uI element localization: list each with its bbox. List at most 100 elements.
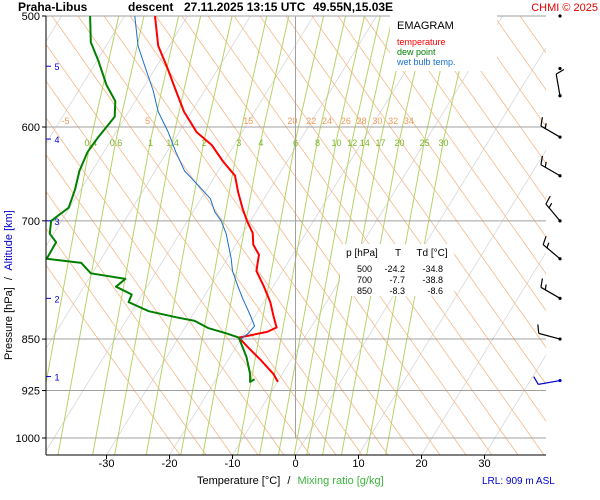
x-tick-label: 10 — [352, 458, 364, 470]
isotherm-line — [46, 16, 125, 145]
dry-adiabat-line — [46, 190, 233, 455]
mixing-ratio-line — [260, 16, 290, 141]
dry-adiabat-label: 15 — [243, 116, 253, 126]
temperature-axis-title: Temperature [°C] — [197, 475, 280, 487]
profile-series — [46, 16, 279, 383]
lrl-label: LRL: 909 m ASL — [482, 476, 555, 487]
wind-barb-feather — [537, 324, 540, 334]
wind-barb-staff — [538, 379, 561, 385]
x-axis-title: Temperature [°C] / Mixing ratio [g/kg] — [197, 475, 384, 487]
altitude-tick-label: 1 — [54, 373, 59, 383]
summary-table: p [hPa] T Td [°C] 500 -24.2 -34.8 700 -7.7 -38.8… — [340, 244, 454, 296]
isotherm-line — [295, 46, 546, 455]
table-header: p [hPa] — [346, 248, 378, 259]
mixing-ratio-label: 1 — [148, 138, 153, 148]
isotherm-line — [548, 16, 600, 455]
mixing-ratio-label: 12 — [347, 138, 357, 148]
x-tick-label: -30 — [99, 458, 115, 470]
dry-adiabat-label: -5 — [62, 116, 70, 126]
table-cell: -7.7 — [389, 275, 405, 285]
wind-barb — [540, 278, 562, 300]
dry-adiabat-line — [311, 16, 546, 349]
dry-adiabat-line — [545, 16, 546, 17]
x-tick-label: 20 — [415, 458, 427, 470]
dry-adiabat-line — [441, 16, 546, 164]
station-title: Praha-Libus — [18, 0, 88, 14]
wind-barb-feather — [540, 117, 543, 127]
wind-barb — [540, 117, 562, 139]
wind-barb-half-feather — [546, 242, 550, 249]
isotherm-line — [46, 16, 314, 452]
mixing-ratio-lines — [46, 16, 473, 455]
table-cell: 850 — [357, 286, 372, 296]
dry-adiabat-label: 32 — [388, 116, 398, 126]
dry-adiabat-line — [46, 117, 285, 455]
mixing-ratio-label: 20 — [394, 138, 404, 148]
wind-barb-feather — [540, 278, 543, 288]
legend-title: EMAGRAM — [397, 20, 454, 32]
table-box — [340, 244, 454, 296]
dry-adiabat-line — [467, 16, 546, 128]
dry-adiabat-line — [129, 16, 441, 455]
table-cell: -34.8 — [422, 264, 443, 274]
wind-barb — [558, 66, 562, 71]
dry-adiabat-line — [233, 16, 545, 455]
mixing-ratio-line — [340, 139, 400, 455]
isotherm-lines — [46, 16, 600, 455]
mixing-ratio-line — [335, 16, 365, 141]
wind-barb-feather — [555, 68, 565, 75]
mixing-ratio-line — [46, 139, 92, 386]
isotherm-line — [421, 251, 546, 455]
mixing-ratio-label: 8 — [315, 138, 320, 148]
pressure-axis-title: Pressure [hPa] — [3, 287, 15, 360]
wind-barb — [558, 14, 562, 18]
x-tick-label: 0 — [292, 458, 298, 470]
datetime-label: 27.11.2025 13:15 UTC — [184, 0, 306, 14]
mixing-ratio-line — [295, 16, 324, 141]
dry-adiabat-label: 26 — [341, 116, 351, 126]
mixing-ratio-line — [293, 139, 353, 455]
dry-adiabat-line — [51, 16, 363, 455]
dry-adiabat-line — [285, 16, 546, 385]
wind-barb-feather — [542, 235, 547, 245]
wind-barb-station — [558, 66, 562, 71]
table-cell: -8.3 — [389, 286, 405, 296]
mixing-ratio-axis-title: Mixing ratio [g/kg] — [297, 475, 383, 487]
mixing-ratio-label: 14 — [360, 138, 370, 148]
mixing-ratio-label: 2 — [202, 138, 207, 148]
copyright-label: CHMI © 2025 — [531, 2, 598, 14]
wind-barb — [537, 324, 562, 341]
legend-item-wet-bulb: wet bulb temp. — [396, 57, 456, 67]
axis-title-separator: / — [3, 276, 15, 280]
x-axis-title-separator: / — [287, 475, 291, 487]
wind-barb-half-feather — [548, 202, 553, 209]
dry-adiabat-line — [155, 16, 467, 455]
wind-barb — [533, 376, 562, 385]
wind-barb-staff — [542, 244, 561, 260]
mixing-ratio-line — [114, 139, 174, 455]
mixing-ratio-label: 6 — [293, 138, 298, 148]
mixing-ratio-line — [385, 139, 445, 455]
isotherm-line — [46, 16, 188, 247]
dry-adiabat-line — [337, 16, 546, 312]
dry-adiabat-label: 34 — [404, 116, 414, 126]
dry-adiabat-line — [519, 16, 546, 54]
altitude-axis-title: Altitude [km] — [3, 210, 15, 271]
mixing-ratio-label: 0.4 — [84, 138, 97, 148]
dry-adiabat-line — [181, 16, 493, 455]
y-tick-label: 600 — [22, 122, 40, 134]
altitude-tick-label: 4 — [54, 135, 59, 145]
dry-adiabat-label: 20 — [287, 116, 297, 126]
mixing-ratio-line — [237, 139, 296, 455]
dry-adiabat-line — [389, 16, 546, 238]
isoline-labels: -5 5 15 20 22 24 26 28 30 32 340.4 0.6 1 1.4 2 3 4 6 8 10 12… — [62, 116, 449, 148]
altitude-tick-label: 2 — [54, 294, 59, 304]
isotherm-line — [358, 149, 546, 455]
dry-adiabat-line — [103, 16, 415, 455]
mixing-ratio-line — [150, 16, 180, 141]
series-line-wet-bulb-temp — [134, 16, 256, 340]
wind-barb-feather — [540, 155, 543, 165]
table-cell: -38.8 — [422, 275, 443, 285]
